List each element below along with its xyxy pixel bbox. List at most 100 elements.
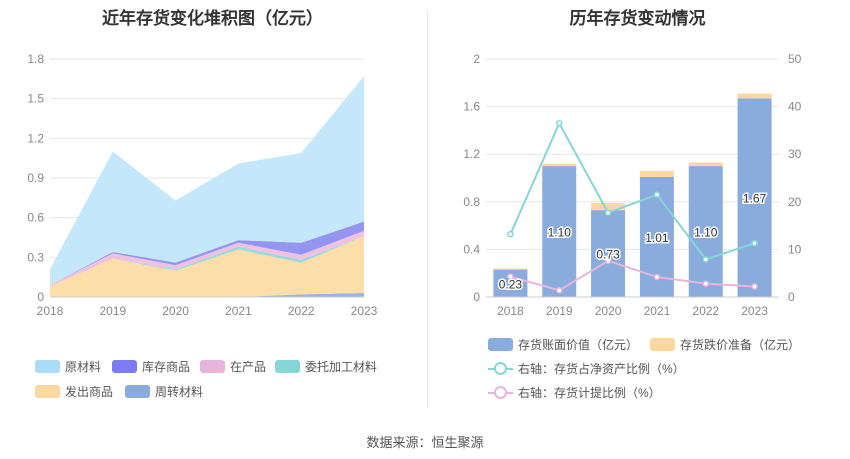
- y2-tick-label: 0: [788, 290, 795, 304]
- legend-line-marker: [488, 386, 513, 399]
- bar-book-value: [591, 210, 626, 297]
- bar-value-label: 1.10: [548, 226, 572, 240]
- x-tick-label: 2018: [497, 304, 524, 318]
- y-tick-label: 0.8: [463, 195, 480, 209]
- y2-tick-label: 10: [788, 242, 802, 256]
- left-chart-panel: 近年存货变化堆积图（亿元） 0 0.3 0.6 0.9 1.2 1.5 1.8 2018 201…: [0, 0, 425, 430]
- legend-item[interactable]: 库存商品: [112, 358, 190, 375]
- legend-circle: [494, 362, 507, 375]
- bar-book-value: [688, 166, 723, 297]
- x-tick-label: 2021: [225, 304, 252, 318]
- legend-label: 原材料: [65, 360, 102, 374]
- legend-swatch: [35, 385, 60, 398]
- y-tick-label: 0.6: [27, 211, 44, 225]
- legend-swatch: [650, 338, 675, 351]
- legend-circle: [494, 386, 507, 399]
- bar-value-label: 0.73: [596, 248, 620, 262]
- line-point: [653, 273, 661, 281]
- legend-swatch: [35, 360, 60, 373]
- x-tick-label: 2019: [546, 304, 573, 318]
- y2-tick-label: 50: [788, 52, 802, 66]
- bar-value-label: 1.01: [645, 231, 669, 245]
- legend-item[interactable]: 原材料: [35, 358, 101, 375]
- line-point: [751, 239, 758, 247]
- line-point: [653, 191, 661, 198]
- bar-impairment: [591, 202, 626, 211]
- y-tick-label: 0: [473, 290, 480, 304]
- legend-label: 存货跌价准备（亿元）: [680, 338, 801, 352]
- legend-swatch: [488, 338, 513, 351]
- legend-label: 周转材料: [155, 385, 204, 399]
- legend-item[interactable]: 委托加工材料: [275, 358, 377, 375]
- line-point: [604, 257, 612, 265]
- legend-item[interactable]: 右轴：存货占净资产比例（%）: [488, 360, 685, 377]
- x-tick-label: 2023: [351, 304, 378, 318]
- y-tick-label: 0.3: [27, 250, 44, 264]
- y-tick-label: 0.4: [463, 242, 480, 256]
- stacked-area-chart: 0 0.3 0.6 0.9 1.2 1.5 1.8 2018 2019 2020 2021 2022 2…: [27, 52, 378, 318]
- x-tick-label: 2022: [288, 304, 315, 318]
- area-series: [50, 76, 364, 286]
- y-tick-label: 1.8: [27, 52, 44, 66]
- x-tick-label: 2018: [37, 304, 64, 318]
- y-tick-label: 1.2: [463, 147, 480, 161]
- bar-impairment: [639, 170, 674, 177]
- legend-label: 在产品: [230, 360, 267, 374]
- legend-item[interactable]: 右轴：存货计提比例（%）: [488, 384, 661, 401]
- x-tick-label: 2019: [99, 304, 126, 318]
- area-series: [50, 293, 364, 297]
- legend-label: 右轴：存货计提比例（%）: [518, 386, 661, 400]
- legend-label: 委托加工材料: [305, 360, 378, 374]
- y-tick-label: 2: [473, 52, 480, 66]
- area-series: [50, 230, 364, 287]
- legend-swatch: [200, 360, 225, 373]
- line-series: [509, 120, 755, 261]
- legend-swatch: [125, 385, 150, 398]
- legend-item[interactable]: 在产品: [200, 358, 266, 375]
- legend-item[interactable]: 发出商品: [35, 383, 113, 400]
- legend-item[interactable]: 周转材料: [125, 383, 203, 400]
- bar-value-label: 0.23: [499, 277, 523, 291]
- line-point: [507, 230, 514, 238]
- x-tick-label: 2020: [595, 304, 622, 318]
- bar-book-value: [542, 166, 577, 297]
- bar-impairment: [688, 162, 723, 167]
- bar-value-label: 1.10: [694, 226, 718, 240]
- right-chart-title: 历年存货变动情况: [569, 9, 706, 28]
- legend-label: 库存商品: [142, 360, 191, 374]
- legend-label: 发出商品: [65, 385, 114, 399]
- line-point: [751, 283, 758, 290]
- legend-line-marker: [488, 362, 513, 375]
- y-tick-label: 0: [37, 290, 44, 304]
- line-point: [702, 256, 709, 263]
- y-tick-label: 1.5: [27, 92, 44, 106]
- x-tick-label: 2023: [741, 304, 768, 318]
- panel-divider: [427, 10, 428, 408]
- x-tick-label: 2021: [644, 304, 671, 318]
- legend-label: 存货账面价值（亿元）: [518, 338, 639, 352]
- bar-value-label: 1.67: [743, 192, 767, 206]
- legend-swatch: [112, 360, 137, 373]
- y2-tick-label: 20: [788, 195, 802, 209]
- x-tick-label: 2022: [692, 304, 719, 318]
- line-point: [604, 209, 612, 216]
- line-series: [510, 259, 755, 292]
- bar-book-value: [737, 98, 772, 298]
- legend-item[interactable]: 存货跌价准备（亿元）: [650, 336, 800, 353]
- legend-item[interactable]: 存货账面价值（亿元）: [488, 336, 638, 353]
- bar-impairment: [737, 93, 772, 99]
- y2-tick-label: 40: [788, 100, 802, 114]
- bar-impairment: [542, 163, 577, 167]
- left-chart-title: 近年存货变化堆积图（亿元）: [102, 9, 323, 28]
- bar-impairment: [493, 268, 528, 270]
- y-tick-label: 1.2: [27, 131, 44, 145]
- area-series: [50, 236, 364, 297]
- right-chart-panel: 历年存货变动情况 0 0.4 0.8 1.2 1.6 2 0 10 20 30 40 50 2018 20…: [425, 0, 850, 430]
- y-tick-label: 1.6: [463, 100, 480, 114]
- legend-swatch: [275, 360, 300, 373]
- area-series: [50, 221, 364, 286]
- y-tick-label: 0.9: [27, 171, 44, 185]
- line-point: [702, 280, 709, 287]
- data-source: 数据来源：恒生聚源: [366, 435, 484, 450]
